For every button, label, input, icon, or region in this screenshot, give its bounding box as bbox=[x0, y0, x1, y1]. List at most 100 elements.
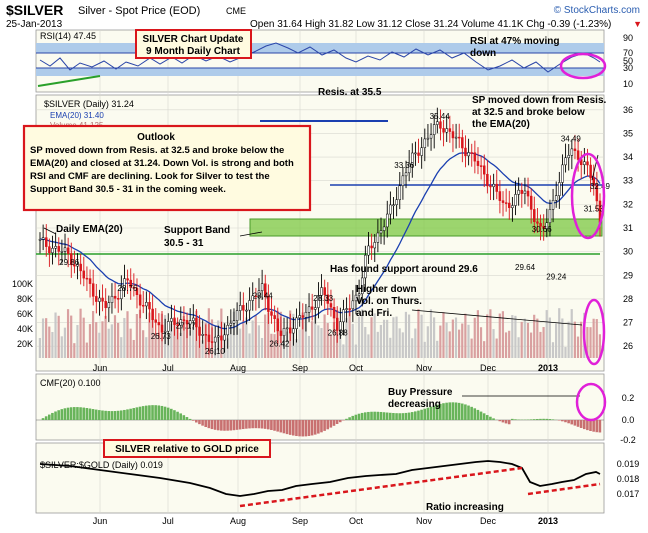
price-candle bbox=[421, 148, 423, 156]
cmf-bar bbox=[139, 407, 142, 420]
price-candle bbox=[308, 307, 310, 312]
volume-bar bbox=[558, 308, 560, 358]
volume-bar bbox=[255, 315, 257, 358]
cmf-bar bbox=[464, 404, 467, 420]
volume-bar bbox=[389, 338, 391, 358]
volume-bar bbox=[89, 324, 91, 358]
cmf-bar bbox=[320, 420, 323, 432]
cmf-bar bbox=[348, 417, 351, 420]
cmf-bar bbox=[305, 420, 308, 436]
cmf-bar bbox=[373, 412, 376, 420]
volume-bar bbox=[317, 325, 319, 358]
price-candle bbox=[48, 247, 50, 253]
cmf-bar bbox=[45, 416, 48, 420]
volume-bar bbox=[386, 320, 388, 358]
cmf-bar bbox=[286, 420, 289, 434]
price-candle bbox=[227, 325, 229, 335]
cmf-bar bbox=[599, 420, 602, 432]
cmf-bar bbox=[42, 418, 45, 420]
price-point-label: 33.36 bbox=[394, 161, 415, 170]
cmf-bar bbox=[595, 420, 598, 432]
cmf-bar bbox=[492, 418, 495, 420]
cmf-bar bbox=[361, 413, 364, 420]
volume-bar bbox=[114, 315, 116, 358]
cmf-bar bbox=[405, 413, 408, 420]
price-candle bbox=[170, 318, 172, 321]
cmf-bar bbox=[414, 411, 417, 420]
cmf-bar bbox=[258, 420, 261, 428]
cmf-bar bbox=[173, 410, 176, 420]
price-candle bbox=[536, 222, 538, 224]
price-candle bbox=[352, 301, 354, 309]
cmf-bar bbox=[539, 419, 542, 420]
rsi-tick: 90 bbox=[623, 33, 633, 43]
cmf-bar bbox=[251, 420, 254, 428]
price-candle bbox=[577, 151, 579, 160]
price-candle bbox=[224, 335, 226, 340]
volume-tick: 100K bbox=[12, 279, 33, 289]
price-tick: 34 bbox=[623, 152, 633, 162]
price-candle bbox=[271, 312, 273, 316]
volume-bar bbox=[123, 318, 125, 358]
cmf-bar bbox=[279, 420, 282, 432]
price-tick: 32 bbox=[623, 199, 633, 209]
volume-bar bbox=[436, 341, 438, 358]
price-candle bbox=[305, 312, 307, 317]
price-point-label: 28.44 bbox=[253, 292, 274, 301]
cmf-bar bbox=[311, 420, 314, 435]
cmf-bar bbox=[308, 420, 311, 436]
price-candle bbox=[389, 205, 391, 214]
price-candle bbox=[280, 331, 282, 336]
cmf-bar bbox=[220, 420, 223, 431]
ratio-tick: 0.018 bbox=[617, 474, 640, 484]
volume-bar bbox=[571, 309, 573, 358]
cmf-bar bbox=[270, 420, 273, 430]
cmf-bar bbox=[239, 420, 242, 429]
price-candle bbox=[493, 184, 495, 187]
price-candle bbox=[496, 184, 498, 191]
price-candle bbox=[402, 176, 404, 186]
price-candle bbox=[239, 305, 241, 310]
cmf-tick: -0.2 bbox=[620, 435, 636, 445]
price-candle bbox=[443, 128, 445, 132]
price-candle bbox=[92, 284, 94, 297]
cmf-bar bbox=[380, 412, 383, 420]
price-candle bbox=[505, 203, 507, 204]
price-candle bbox=[220, 336, 222, 340]
volume-bar bbox=[377, 332, 379, 358]
price-candle bbox=[283, 328, 285, 335]
volume-bar bbox=[414, 329, 416, 358]
volume-bar bbox=[477, 310, 479, 358]
cmf-bar bbox=[195, 420, 198, 422]
found-support-annotation: Has found support around 29.6 bbox=[330, 264, 478, 275]
cmf-bar bbox=[502, 420, 505, 422]
volume-bar bbox=[527, 323, 529, 358]
price-point-label: 28.76 bbox=[117, 284, 138, 293]
price-candle bbox=[471, 153, 473, 154]
cmf-bar bbox=[254, 420, 257, 428]
price-candle bbox=[83, 271, 85, 278]
price-candle bbox=[117, 298, 119, 299]
volume-bar bbox=[442, 312, 444, 358]
price-candle bbox=[64, 248, 66, 252]
price-candle bbox=[342, 310, 344, 322]
cmf-bar bbox=[186, 417, 189, 420]
price-candle bbox=[95, 296, 97, 301]
cmf-bar bbox=[123, 410, 126, 420]
price-tick: 36 bbox=[623, 105, 633, 115]
cmf-bar bbox=[452, 402, 455, 420]
price-candle bbox=[330, 303, 332, 307]
price-candle bbox=[42, 238, 44, 240]
price-candle bbox=[202, 334, 204, 335]
volume-bar bbox=[298, 330, 300, 358]
cmf-bar bbox=[51, 413, 54, 420]
price-candle bbox=[139, 295, 141, 305]
cmf-bar bbox=[370, 412, 373, 420]
volume-bar bbox=[533, 315, 535, 358]
cmf-bar bbox=[577, 420, 580, 427]
price-candle bbox=[555, 196, 557, 201]
cmf-bar bbox=[417, 411, 420, 420]
price-tick: 26 bbox=[623, 341, 633, 351]
price-candle bbox=[552, 200, 554, 209]
